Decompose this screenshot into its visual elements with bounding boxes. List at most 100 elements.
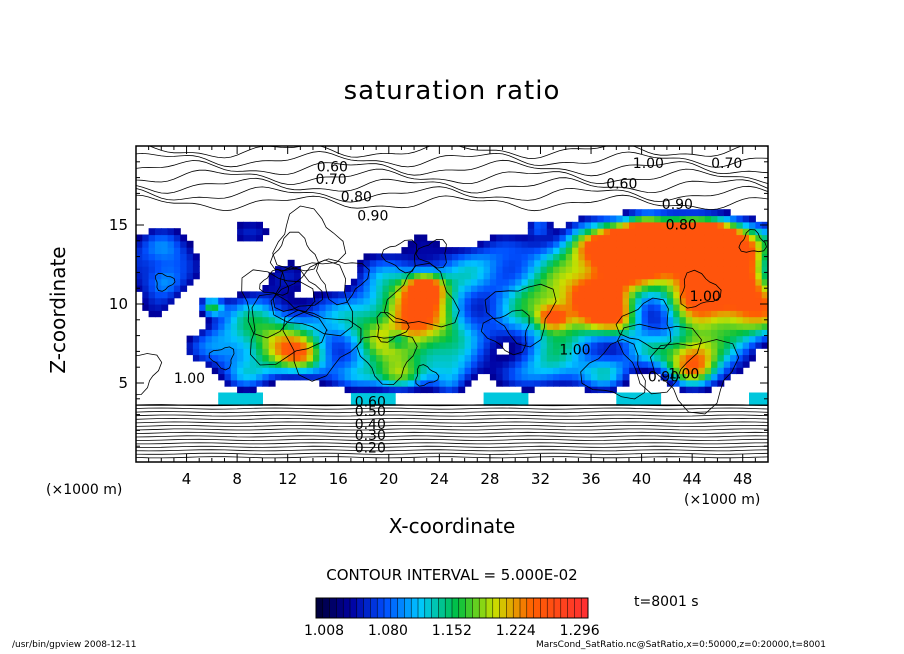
field-cell <box>717 272 725 280</box>
field-cell <box>730 323 737 330</box>
colorbar-segment <box>377 598 385 618</box>
field-cell <box>597 259 605 267</box>
field-cell <box>433 253 440 261</box>
field-cell <box>692 209 700 217</box>
field-cell <box>515 253 523 261</box>
field-cell <box>660 373 668 381</box>
field-cell <box>685 253 693 261</box>
field-cell <box>300 360 308 368</box>
field-cell <box>685 386 693 394</box>
contour-label: 1.00 <box>174 371 205 387</box>
field-cell <box>363 297 371 305</box>
field-cell <box>186 335 194 343</box>
field-cell <box>654 297 662 305</box>
contour-line <box>580 338 646 400</box>
field-cell <box>591 291 598 299</box>
field-cell <box>243 367 251 375</box>
field-cell <box>395 285 402 292</box>
field-cell <box>654 259 662 267</box>
field-cell <box>496 367 504 375</box>
field-cell <box>622 341 630 349</box>
field-cell <box>489 272 497 280</box>
field-cell <box>572 316 579 324</box>
field-cell <box>325 373 333 381</box>
contour-line <box>136 431 768 434</box>
field-cell <box>306 341 314 349</box>
field-cell <box>559 234 567 242</box>
field-cell <box>268 354 276 362</box>
colorbar-segment <box>452 598 460 618</box>
field-cell <box>306 316 314 324</box>
field-cell <box>224 304 232 311</box>
field-cell <box>540 259 548 267</box>
field-cell <box>256 367 263 375</box>
field-cell <box>755 240 763 248</box>
contour-label: 1.00 <box>690 289 721 305</box>
field-cell <box>622 323 630 330</box>
field-cell <box>654 291 662 299</box>
field-cell <box>376 386 384 394</box>
field-cell <box>275 272 282 280</box>
field-cell <box>565 291 573 299</box>
field-cell <box>578 348 586 356</box>
field-cell <box>508 285 516 292</box>
field-cell <box>761 291 768 299</box>
field-cell <box>401 360 409 368</box>
field-cell <box>610 329 617 337</box>
field-cell <box>376 348 384 356</box>
field-cell <box>180 247 188 254</box>
field-cell <box>382 272 390 280</box>
field-cell <box>357 341 365 349</box>
field-cell <box>641 341 649 349</box>
field-cell <box>489 247 497 254</box>
field-cell <box>256 228 263 236</box>
field-cell <box>622 367 630 375</box>
field-cell <box>350 386 358 394</box>
colorbar-segment <box>560 598 568 618</box>
field-cell <box>521 316 529 324</box>
field-cell <box>660 335 668 343</box>
field-cell <box>622 329 630 337</box>
field-cell <box>610 215 617 223</box>
field-cell <box>407 360 415 368</box>
field-cell <box>230 360 238 368</box>
field-cell <box>711 272 718 280</box>
field-cell <box>508 247 516 254</box>
field-cell <box>572 240 579 248</box>
field-cell <box>382 379 390 387</box>
contour-line <box>136 185 768 203</box>
field-cell <box>736 348 744 356</box>
field-cell <box>471 335 478 343</box>
field-cell <box>515 329 523 337</box>
field-cell <box>281 310 289 318</box>
field-cell <box>218 297 226 305</box>
field-cell <box>439 278 447 286</box>
field-cell <box>142 247 150 254</box>
field-cell <box>395 323 402 330</box>
field-cell <box>679 291 687 299</box>
field-cell <box>736 367 744 375</box>
field-cell <box>414 272 421 280</box>
field-cell <box>679 266 687 273</box>
field-cell <box>186 278 194 286</box>
field-cell <box>679 310 687 318</box>
field-cell <box>584 228 592 236</box>
field-cell <box>275 316 282 324</box>
colorbar-segment <box>458 598 466 618</box>
field-cell <box>553 285 560 292</box>
field-cell <box>597 329 605 337</box>
field-cell <box>559 297 567 305</box>
field-cell <box>654 253 662 261</box>
field-cell <box>673 348 681 356</box>
field-cell <box>591 266 598 273</box>
field-cell <box>205 360 213 368</box>
field-cell <box>224 354 232 362</box>
field-cell <box>685 335 693 343</box>
field-cell <box>388 272 396 280</box>
field-cell <box>616 379 624 387</box>
field-cell <box>635 316 643 324</box>
field-cell <box>685 323 693 330</box>
field-cell <box>167 285 175 292</box>
field-cell <box>464 247 472 254</box>
field-cell <box>287 291 295 299</box>
